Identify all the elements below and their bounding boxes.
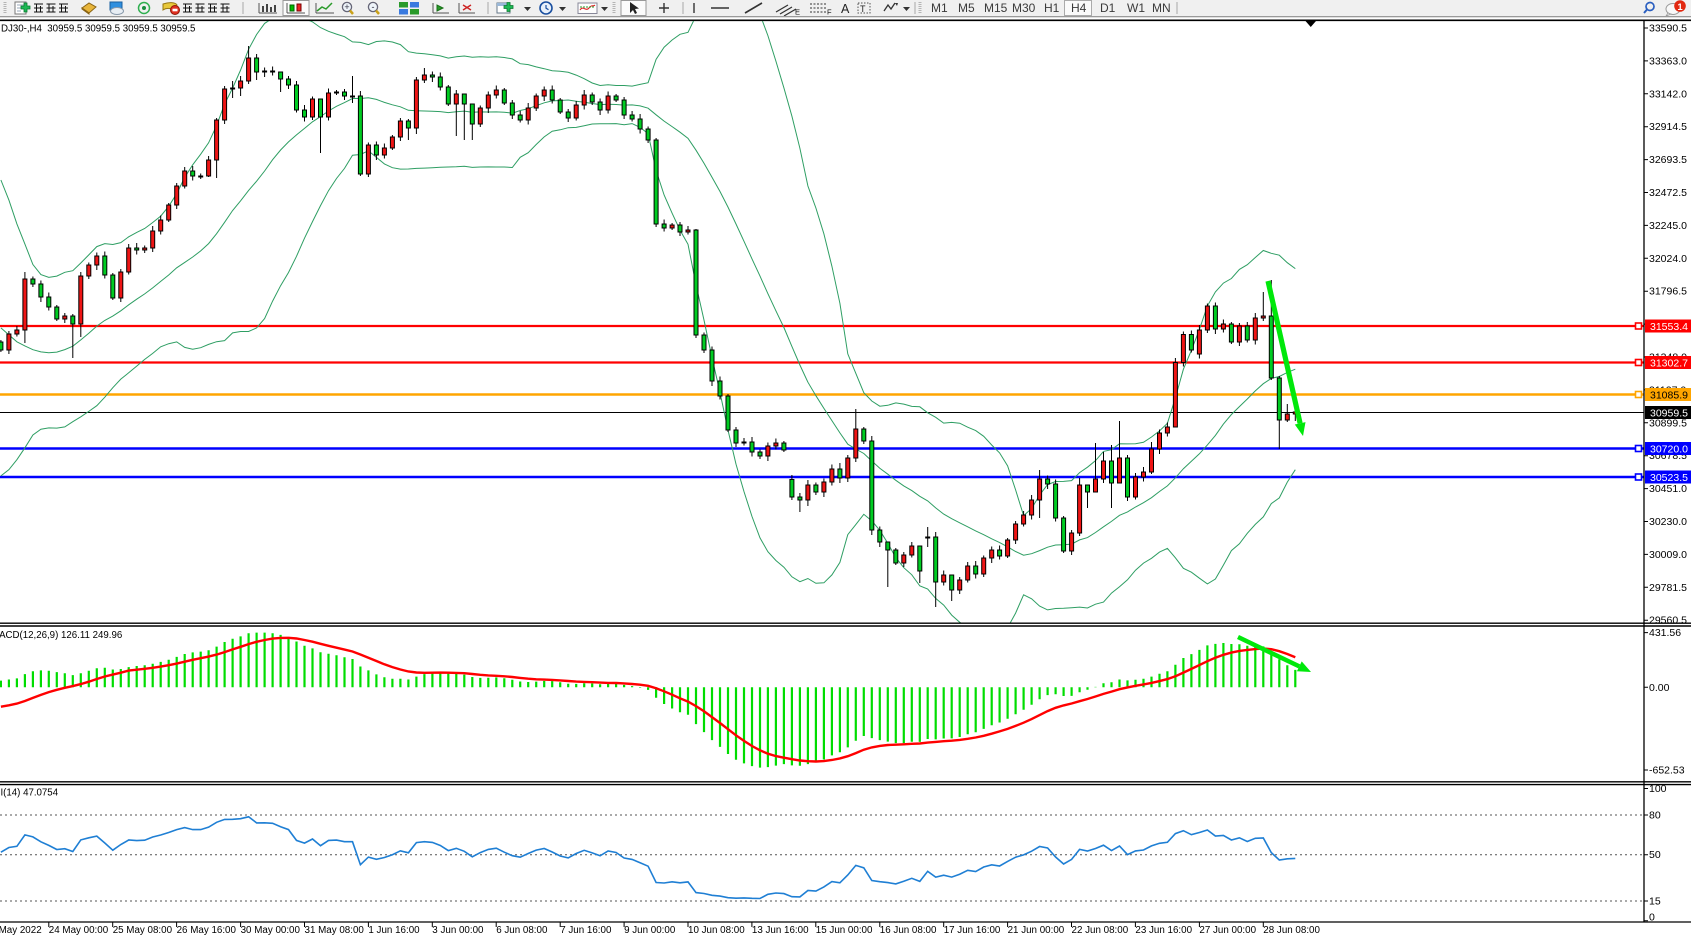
svg-text:W1: W1 bbox=[1127, 1, 1145, 15]
svg-text:27 Jun 00:00: 27 Jun 00:00 bbox=[1199, 925, 1256, 936]
svg-text:22 Jun 08:00: 22 Jun 08:00 bbox=[1072, 925, 1129, 936]
svg-text:13 Jun 16:00: 13 Jun 16:00 bbox=[752, 925, 809, 936]
svg-text:M5: M5 bbox=[958, 1, 975, 15]
svg-text:15 Jun 00:00: 15 Jun 00:00 bbox=[816, 925, 873, 936]
svg-text:23 Jun 16:00: 23 Jun 16:00 bbox=[1135, 925, 1192, 936]
svg-text:33590.5: 33590.5 bbox=[1649, 23, 1687, 35]
svg-text:25 May 08:00: 25 May 08:00 bbox=[113, 925, 173, 936]
svg-text:50: 50 bbox=[1649, 849, 1661, 861]
svg-text:7 Jun 16:00: 7 Jun 16:00 bbox=[560, 925, 612, 936]
svg-text:9 Jun 00:00: 9 Jun 00:00 bbox=[624, 925, 676, 936]
svg-text:15: 15 bbox=[1649, 896, 1661, 908]
svg-text:31302.7: 31302.7 bbox=[1650, 357, 1688, 369]
svg-text:DJ30-,H4 30959.5 30959.5 3095: DJ30-,H4 30959.5 30959.5 30959.5 30959.5 bbox=[1, 24, 195, 35]
svg-text:1: 1 bbox=[1677, 2, 1683, 13]
svg-text:33142.0: 33142.0 bbox=[1649, 88, 1687, 100]
svg-text:31 May 08:00: 31 May 08:00 bbox=[305, 925, 365, 936]
svg-text:21 Jun 00:00: 21 Jun 00:00 bbox=[1008, 925, 1065, 936]
svg-text:31796.5: 31796.5 bbox=[1649, 286, 1687, 298]
svg-text:32472.5: 32472.5 bbox=[1649, 187, 1687, 199]
svg-text:M1: M1 bbox=[931, 1, 948, 15]
svg-text:32024.0: 32024.0 bbox=[1649, 253, 1687, 265]
svg-text:100: 100 bbox=[1649, 783, 1667, 795]
svg-text:+: + bbox=[344, 2, 349, 12]
svg-text:30959.5: 30959.5 bbox=[1650, 407, 1688, 419]
svg-text:30230.0: 30230.0 bbox=[1649, 516, 1687, 528]
svg-text:24 May 00:00: 24 May 00:00 bbox=[49, 925, 109, 936]
svg-text:A: A bbox=[841, 2, 850, 16]
svg-text:30523.5: 30523.5 bbox=[1650, 472, 1688, 484]
svg-text:30451.0: 30451.0 bbox=[1649, 483, 1687, 495]
svg-text:0.00: 0.00 bbox=[1649, 682, 1670, 694]
svg-text:32245.0: 32245.0 bbox=[1649, 220, 1687, 232]
svg-text:M30: M30 bbox=[1012, 1, 1036, 15]
svg-text:D1: D1 bbox=[1100, 1, 1116, 15]
svg-text:E: E bbox=[795, 8, 800, 17]
svg-text:1 Jun 16:00: 1 Jun 16:00 bbox=[368, 925, 420, 936]
svg-text:31085.9: 31085.9 bbox=[1650, 389, 1688, 401]
svg-text:431.56: 431.56 bbox=[1649, 627, 1681, 639]
svg-text:26 May 16:00: 26 May 16:00 bbox=[177, 925, 237, 936]
svg-text:33363.0: 33363.0 bbox=[1649, 55, 1687, 67]
svg-text:MACD(12,26,9) 126.11 249.96: MACD(12,26,9) 126.11 249.96 bbox=[0, 630, 122, 641]
svg-text:30899.5: 30899.5 bbox=[1649, 417, 1687, 429]
svg-text:6 Jun 08:00: 6 Jun 08:00 bbox=[496, 925, 548, 936]
svg-text:32914.5: 32914.5 bbox=[1649, 121, 1687, 133]
svg-text:29560.5: 29560.5 bbox=[1649, 615, 1687, 627]
svg-text:31553.4: 31553.4 bbox=[1650, 321, 1688, 333]
svg-text:M15: M15 bbox=[984, 1, 1008, 15]
svg-text:80: 80 bbox=[1649, 810, 1661, 822]
svg-text:H1: H1 bbox=[1044, 1, 1060, 15]
svg-text:MN: MN bbox=[1152, 1, 1171, 15]
svg-text:16 Jun 08:00: 16 Jun 08:00 bbox=[880, 925, 937, 936]
svg-text:10 Jun 08:00: 10 Jun 08:00 bbox=[688, 925, 745, 936]
svg-text:30009.0: 30009.0 bbox=[1649, 549, 1687, 561]
svg-text:0: 0 bbox=[1649, 912, 1655, 924]
svg-text:RSI(14) 47.0754: RSI(14) 47.0754 bbox=[0, 788, 59, 799]
svg-text:T: T bbox=[860, 4, 866, 14]
svg-text:H4: H4 bbox=[1071, 1, 1087, 15]
svg-text:F: F bbox=[827, 8, 832, 17]
svg-text:-: - bbox=[372, 2, 375, 12]
svg-text:17 Jun 16:00: 17 Jun 16:00 bbox=[944, 925, 1001, 936]
svg-text:30720.0: 30720.0 bbox=[1650, 443, 1688, 455]
svg-text:30 May 00:00: 30 May 00:00 bbox=[241, 925, 301, 936]
svg-text:32693.5: 32693.5 bbox=[1649, 154, 1687, 166]
svg-text:23 May 2022: 23 May 2022 bbox=[0, 925, 42, 936]
svg-text:28 Jun 08:00: 28 Jun 08:00 bbox=[1263, 925, 1320, 936]
svg-text:-652.53: -652.53 bbox=[1649, 765, 1685, 777]
svg-text:29781.5: 29781.5 bbox=[1649, 582, 1687, 594]
svg-text:3 Jun 00:00: 3 Jun 00:00 bbox=[432, 925, 484, 936]
